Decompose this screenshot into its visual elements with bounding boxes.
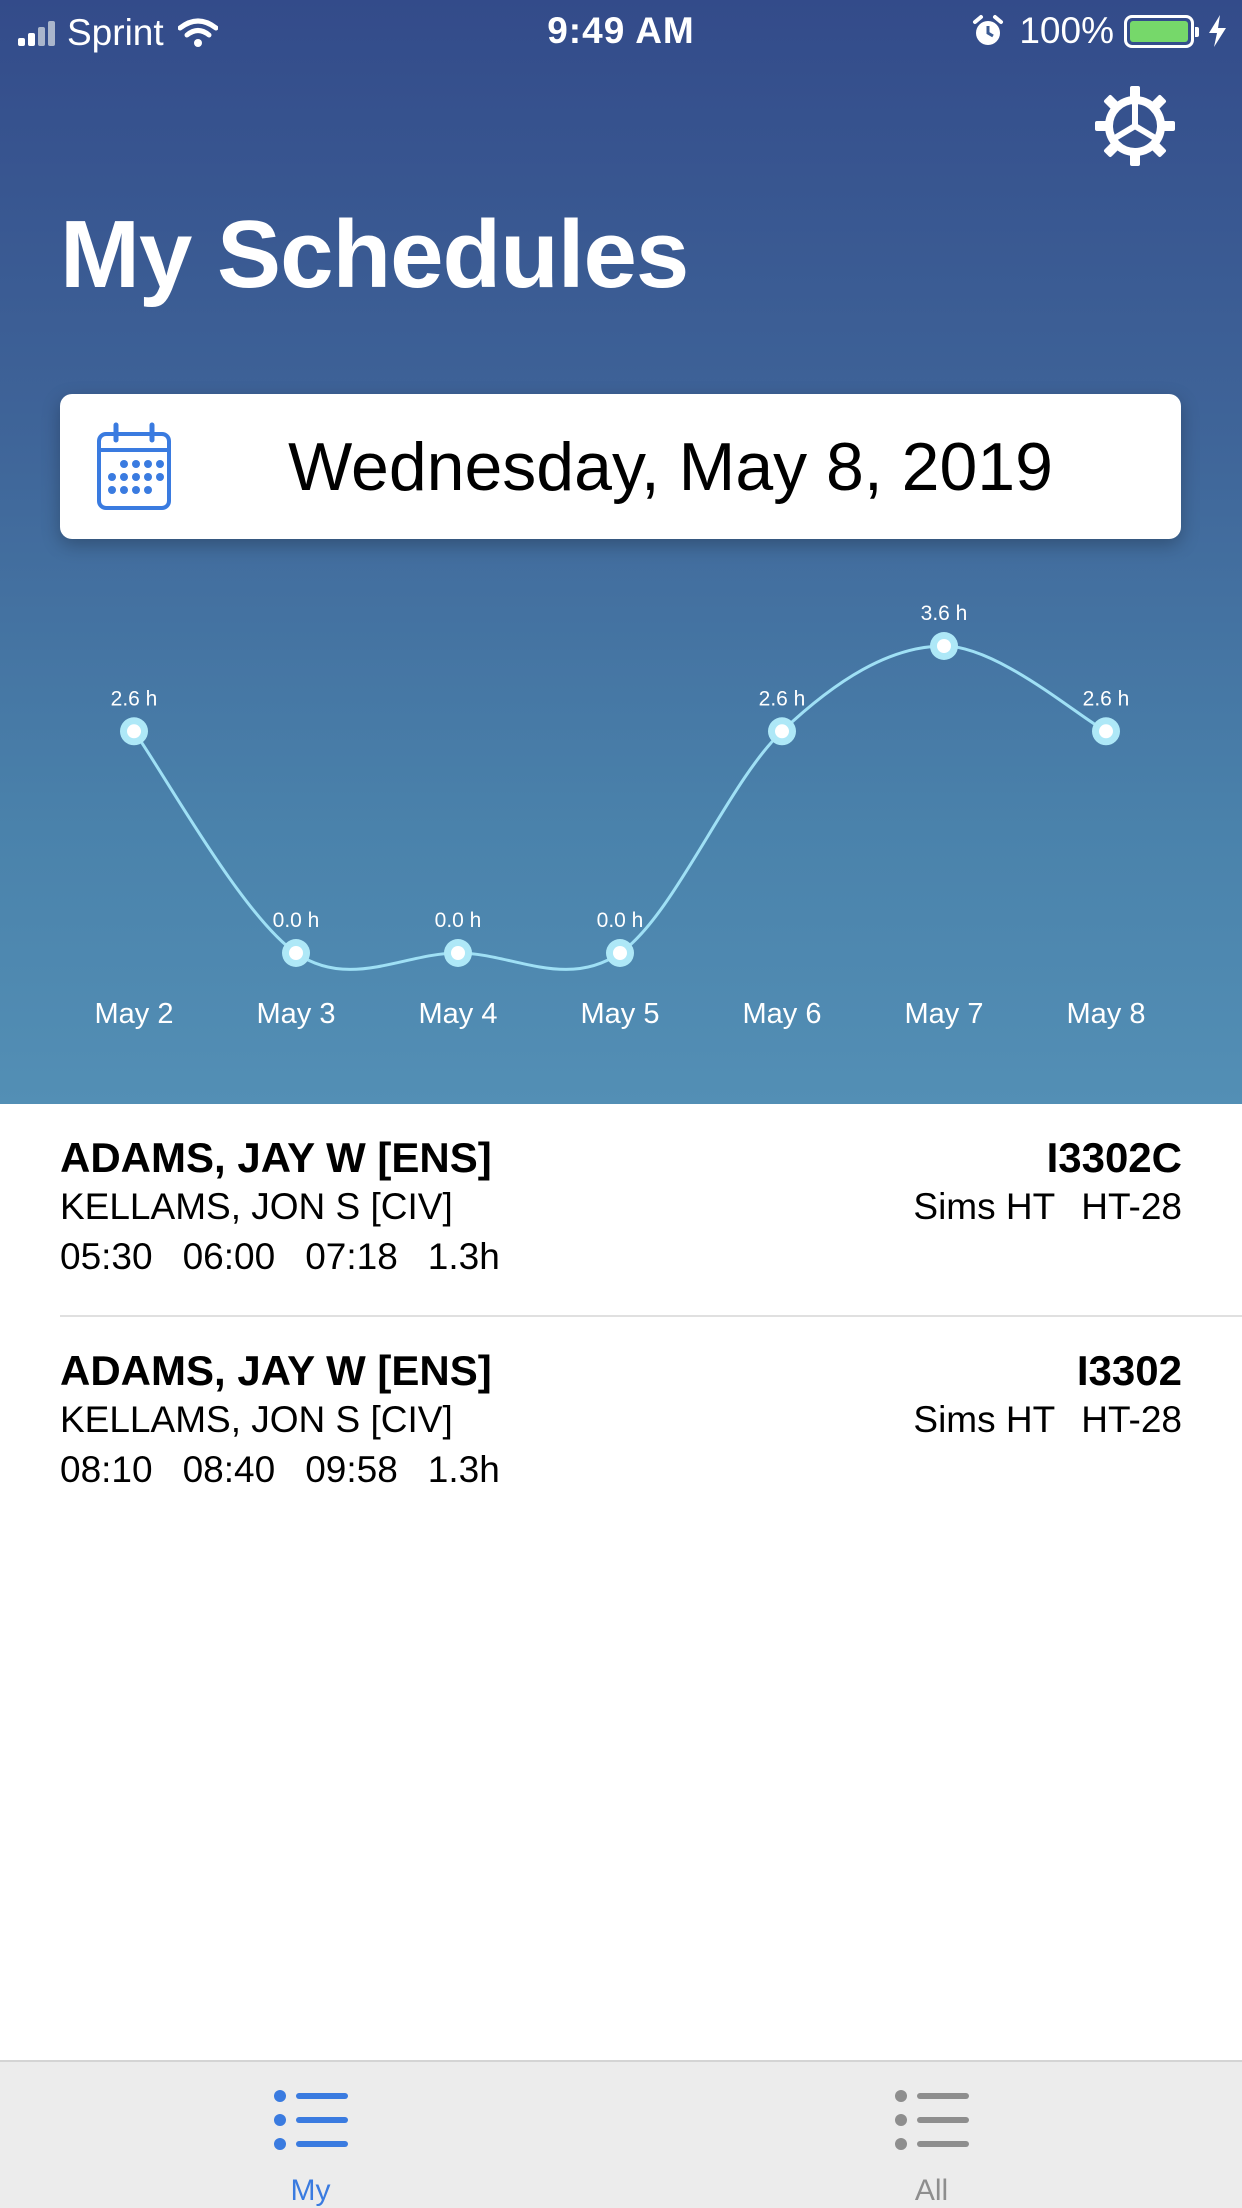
student-name: ADAMS, JAY W [ENS]	[60, 1347, 492, 1394]
data-point-center	[127, 724, 141, 739]
alarm-icon	[973, 15, 1004, 45]
brief-time: 08:10	[60, 1449, 153, 1490]
schedule-row[interactable]: ADAMS, JAY W [ENS] KELLAMS, JON S [CIV] …	[60, 1317, 1242, 1530]
x-tick-label: May 3	[257, 998, 336, 1030]
duration: 1.3h	[427, 1236, 500, 1277]
student-name: ADAMS, JAY W [ENS]	[60, 1134, 492, 1181]
data-label: 2.6 h	[759, 687, 806, 710]
instructor-name: KELLAMS, JON S [CIV]	[60, 1186, 453, 1227]
data-point-center	[613, 946, 627, 960]
battery-icon	[1124, 14, 1199, 48]
page-title: My Schedules	[60, 201, 689, 308]
aircraft: HT-28	[1081, 1186, 1182, 1227]
schedule-times: 08:10 08:40 09:58 1.3h	[60, 1449, 500, 1491]
x-tick-label: May 2	[95, 998, 174, 1030]
data-label: 0.0 h	[273, 909, 320, 932]
tab-my-label: My	[290, 2174, 331, 2207]
x-tick-label: May 4	[419, 998, 498, 1030]
data-label: 3.6 h	[921, 602, 968, 625]
x-tick-label: May 5	[581, 998, 660, 1030]
tab-bar: My All	[0, 2060, 1242, 2208]
duration: 1.3h	[427, 1449, 500, 1490]
data-point-center	[937, 639, 951, 653]
data-point-center	[289, 946, 303, 960]
event-code: I3302	[1076, 1347, 1182, 1394]
aircraft: HT-28	[1081, 1399, 1182, 1440]
data-point-center	[451, 946, 465, 960]
data-label: 0.0 h	[597, 909, 644, 932]
start-time: 06:00	[182, 1236, 276, 1277]
date-picker[interactable]: Wednesday, May 8, 2019	[60, 394, 1181, 539]
tab-all-label: All	[914, 2174, 949, 2207]
status-bar: Sprint 9:49 AM 100%	[0, 0, 1242, 62]
tab-all[interactable]: All	[621, 2062, 1242, 2208]
signal-icon	[18, 20, 55, 46]
list-icon	[273, 2090, 348, 2150]
brief-time: 05:30	[60, 1236, 153, 1277]
carrier-label: Sprint	[67, 12, 164, 53]
location: Sims HT	[913, 1186, 1056, 1227]
instructor-name: KELLAMS, JON S [CIV]	[60, 1399, 453, 1440]
event-location: Sims HT HT-28	[913, 1186, 1182, 1228]
end-time: 09:58	[305, 1449, 398, 1490]
schedule-row[interactable]: ADAMS, JAY W [ENS] KELLAMS, JON S [CIV] …	[60, 1104, 1242, 1317]
data-label: 2.6 h	[1083, 687, 1130, 710]
wifi-icon	[177, 18, 218, 47]
start-time: 08:40	[182, 1449, 276, 1490]
clock: 9:49 AM	[547, 10, 695, 51]
data-point-center	[775, 724, 789, 739]
list-icon	[894, 2090, 969, 2150]
battery-percent: 100%	[1019, 10, 1114, 51]
x-tick-label: May 8	[1067, 998, 1146, 1030]
data-label: 2.6 h	[111, 687, 158, 710]
gear-icon[interactable]	[1093, 84, 1177, 168]
data-label: 0.0 h	[435, 909, 482, 932]
event-location: Sims HT HT-28	[913, 1399, 1182, 1441]
schedule-times: 05:30 06:00 07:18 1.3h	[60, 1236, 500, 1278]
hours-chart: 2.6 h May 2 0.0 h May 3 0.0 h May 4 0.0 h May 5…	[95, 602, 1146, 1030]
event-code: I3302C	[1046, 1134, 1182, 1181]
tab-my[interactable]: My	[0, 2062, 621, 2208]
end-time: 07:18	[305, 1236, 398, 1277]
header-background	[0, 0, 1242, 1104]
data-point-center	[1099, 724, 1113, 739]
location: Sims HT	[913, 1399, 1056, 1440]
x-tick-label: May 7	[905, 998, 984, 1030]
charging-icon	[1209, 15, 1226, 47]
schedule-list: ADAMS, JAY W [ENS] KELLAMS, JON S [CIV] …	[0, 1104, 1242, 1530]
calendar-icon	[97, 422, 171, 510]
selected-date: Wednesday, May 8, 2019	[288, 429, 1053, 505]
x-tick-label: May 6	[743, 998, 822, 1030]
